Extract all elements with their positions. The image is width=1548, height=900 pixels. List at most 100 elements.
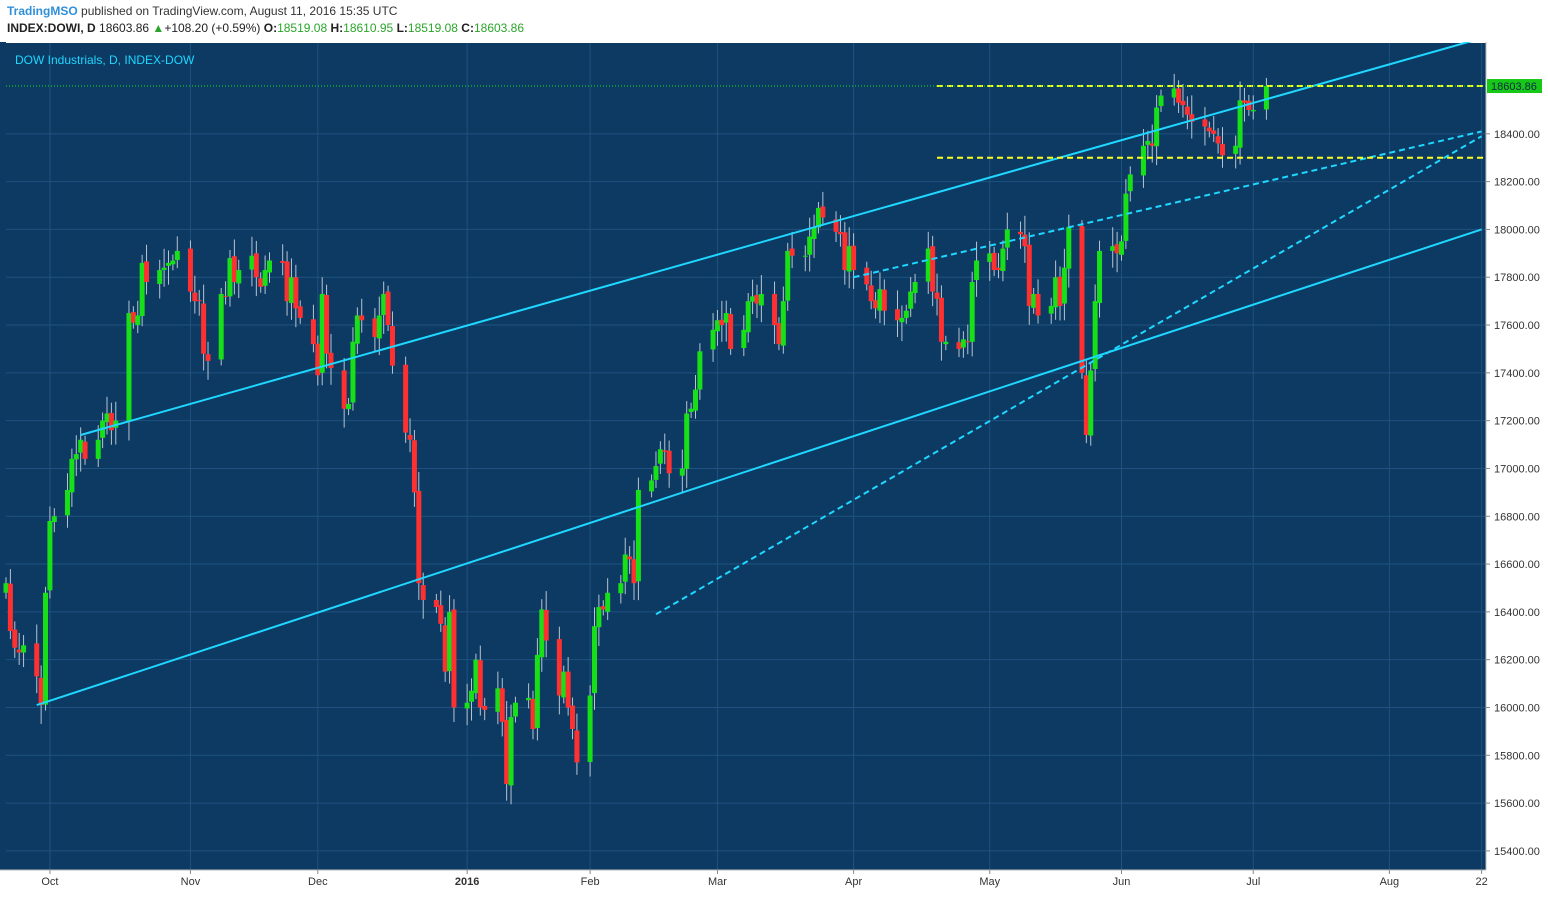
y-tick-label: 17000.00 <box>1494 463 1540 475</box>
candle <box>1022 234 1028 247</box>
candle <box>789 248 795 256</box>
candle <box>1114 244 1120 254</box>
candle <box>745 301 751 333</box>
price-chart[interactable]: 15400.00 15600.00 15800.00 16000.00 16200.00… <box>0 37 1548 895</box>
candle <box>236 270 242 284</box>
candle <box>908 291 914 309</box>
candle <box>833 219 839 232</box>
candle <box>565 671 571 708</box>
candle <box>530 698 536 729</box>
candle <box>600 606 606 610</box>
candle <box>1237 100 1243 148</box>
candle <box>956 342 962 349</box>
candle <box>504 719 510 784</box>
candle <box>846 246 852 272</box>
high-value: 18610.95 <box>343 21 394 35</box>
candle <box>130 312 136 323</box>
candle <box>1079 226 1085 373</box>
candle <box>297 306 303 318</box>
candle <box>1219 143 1225 156</box>
x-tick-label: Nov <box>181 876 201 888</box>
dashed-trend-upper <box>853 130 1482 279</box>
candle <box>714 320 720 332</box>
change-arrow-icon: ▲ <box>152 21 165 35</box>
candle <box>991 252 997 271</box>
last-price-tag-label: 18603.86 <box>1491 81 1537 93</box>
plot-background <box>6 43 1486 870</box>
x-tick-label: Jun <box>1113 876 1131 888</box>
candle <box>218 293 224 360</box>
y-tick-label: 17600.00 <box>1494 320 1540 332</box>
candle <box>666 450 672 474</box>
candle <box>1088 370 1094 436</box>
open-value: 18519.08 <box>277 21 328 35</box>
candle <box>815 207 821 228</box>
time-axis <box>0 870 1486 895</box>
candle <box>1031 293 1037 308</box>
candle <box>1241 100 1247 103</box>
candle <box>3 583 9 593</box>
candle <box>495 688 501 712</box>
candle <box>161 267 167 271</box>
y-tick-label: 16200.00 <box>1494 655 1540 667</box>
candle <box>1061 267 1067 304</box>
y-tick-label: 17400.00 <box>1494 368 1540 380</box>
candle <box>649 480 655 492</box>
candle <box>526 697 532 701</box>
x-tick-label: 2016 <box>455 876 479 888</box>
candle <box>697 351 703 390</box>
channel-lower-line <box>36 228 1482 707</box>
candle <box>969 282 975 342</box>
candle <box>758 293 764 306</box>
y-tick-label: 18000.00 <box>1494 224 1540 236</box>
candle <box>1263 86 1269 110</box>
candle <box>1171 88 1177 98</box>
candle <box>679 468 685 476</box>
y-tick-label: 17200.00 <box>1494 416 1540 428</box>
candle <box>820 206 826 218</box>
candle <box>433 599 439 608</box>
candle <box>324 294 330 354</box>
candle <box>104 413 110 423</box>
candle <box>231 256 237 283</box>
candle <box>881 289 887 311</box>
candle <box>482 706 488 710</box>
candle <box>51 516 57 522</box>
chart-area[interactable]: 15400.00 15600.00 15800.00 16000.00 16200.00… <box>0 37 1548 895</box>
candle <box>7 583 13 631</box>
y-tick-label: 16800.00 <box>1494 511 1540 523</box>
channel-upper-line <box>80 37 1482 436</box>
candle <box>965 341 971 343</box>
candle <box>341 370 347 409</box>
candle <box>534 654 540 729</box>
x-tick-label: Apr <box>845 876 862 888</box>
candle <box>420 585 426 600</box>
candle <box>851 245 857 271</box>
plot-left-strip <box>0 42 6 870</box>
candle <box>469 690 475 702</box>
close-value: 18603.86 <box>473 21 525 35</box>
candle <box>635 489 641 582</box>
candle <box>934 292 940 299</box>
candle <box>587 695 593 762</box>
candle <box>38 677 44 706</box>
candle <box>631 559 637 584</box>
candle <box>627 556 633 560</box>
candle <box>1035 293 1041 316</box>
candle <box>925 248 931 282</box>
candle <box>416 490 422 584</box>
candle <box>912 282 918 294</box>
candle <box>1110 246 1116 251</box>
publisher-line: TradingMSO published on TradingView.com,… <box>7 4 397 20</box>
author-link[interactable]: TradingMSO <box>7 4 78 18</box>
candle <box>1145 140 1151 145</box>
candle <box>135 315 141 326</box>
candle <box>750 296 756 302</box>
candle <box>78 439 84 453</box>
candle <box>837 231 843 235</box>
candle <box>451 609 457 708</box>
candle <box>438 605 444 624</box>
candle <box>903 310 909 318</box>
candle <box>43 592 49 705</box>
candle <box>785 250 791 301</box>
